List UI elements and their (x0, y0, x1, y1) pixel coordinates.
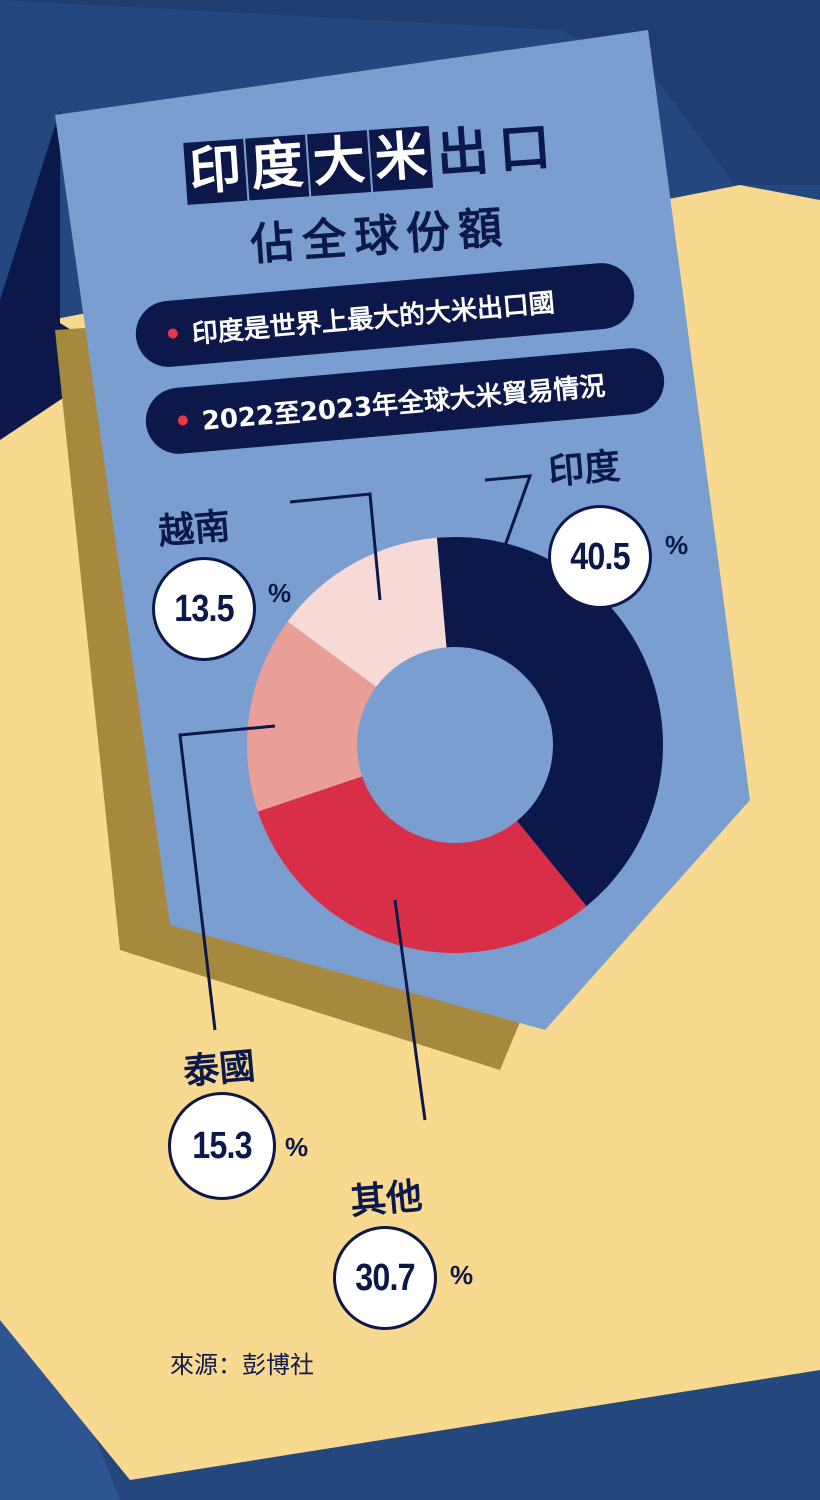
label-name-thailand: 泰國 (181, 1045, 257, 1094)
value-circle-vietnam: 13.5 (152, 557, 256, 661)
label-name-india: 印度 (546, 445, 622, 494)
leader-line-india (484, 474, 533, 583)
leader-line-thailand (178, 724, 276, 1031)
donut-hole (357, 647, 553, 843)
value-label-vietnam: 13.5 (174, 587, 234, 630)
percent-sign-vietnam: % (268, 578, 292, 608)
value-circle-other: 30.7 (333, 1226, 437, 1330)
source-note: 來源：彭博社 (170, 1351, 314, 1379)
leader-line-other (393, 899, 427, 1121)
value-label-thailand: 15.3 (192, 1124, 252, 1167)
label-name-other: 其他 (348, 1175, 424, 1224)
value-label-other: 30.7 (355, 1256, 415, 1299)
donut-slice-other (257, 745, 587, 953)
value-circle-thailand: 15.3 (168, 1092, 276, 1200)
donut-slice-thailand (247, 621, 455, 812)
percent-sign-other: % (450, 1260, 474, 1290)
percent-sign-thailand: % (285, 1132, 309, 1162)
percent-sign-india: % (665, 530, 689, 560)
value-label-india: 40.5 (570, 535, 630, 578)
value-circle-india: 40.5 (548, 505, 652, 609)
leader-line-vietnam (289, 492, 382, 601)
label-name-vietnam: 越南 (156, 505, 232, 554)
